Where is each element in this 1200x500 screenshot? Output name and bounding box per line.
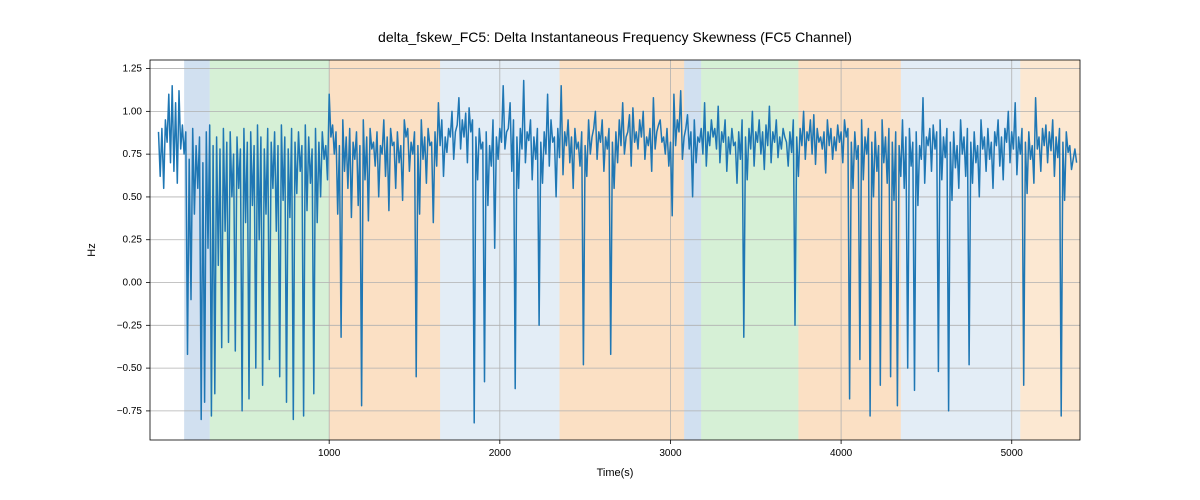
region-band (1020, 60, 1080, 440)
line-chart: delta_fskew_FC5: Delta Instantaneous Fre… (0, 0, 1200, 500)
y-tick-label: 1.25 (123, 64, 143, 75)
x-tick-label: 2000 (489, 448, 512, 459)
x-tick-label: 4000 (830, 448, 853, 459)
y-tick-label: 0.50 (123, 192, 143, 203)
y-axis-label: Hz (86, 243, 98, 256)
x-tick-label: 1000 (318, 448, 341, 459)
y-tick-label: 0.00 (123, 278, 143, 289)
region-band (901, 60, 1020, 440)
y-tick-label: −0.50 (117, 363, 143, 374)
y-tick-label: −0.75 (117, 406, 143, 417)
x-axis: 1000 2000 3000 4000 5000 (318, 440, 1023, 459)
x-axis-label: Time(s) (597, 467, 634, 479)
y-axis: −0.75 −0.50 −0.25 0.00 0.25 0.50 0.75 1.00 1.25 (117, 64, 150, 417)
x-tick-label: 5000 (1001, 448, 1024, 459)
y-tick-label: 1.00 (123, 106, 143, 117)
y-tick-label: −0.25 (117, 320, 143, 331)
chart-title: delta_fskew_FC5: Delta Instantaneous Fre… (378, 29, 852, 45)
region-band (329, 60, 440, 440)
region-band (701, 60, 798, 440)
x-tick-label: 3000 (659, 448, 682, 459)
y-tick-label: 0.25 (123, 235, 143, 246)
y-tick-label: 0.75 (123, 149, 143, 160)
chart-container: delta_fskew_FC5: Delta Instantaneous Fre… (0, 0, 1200, 500)
